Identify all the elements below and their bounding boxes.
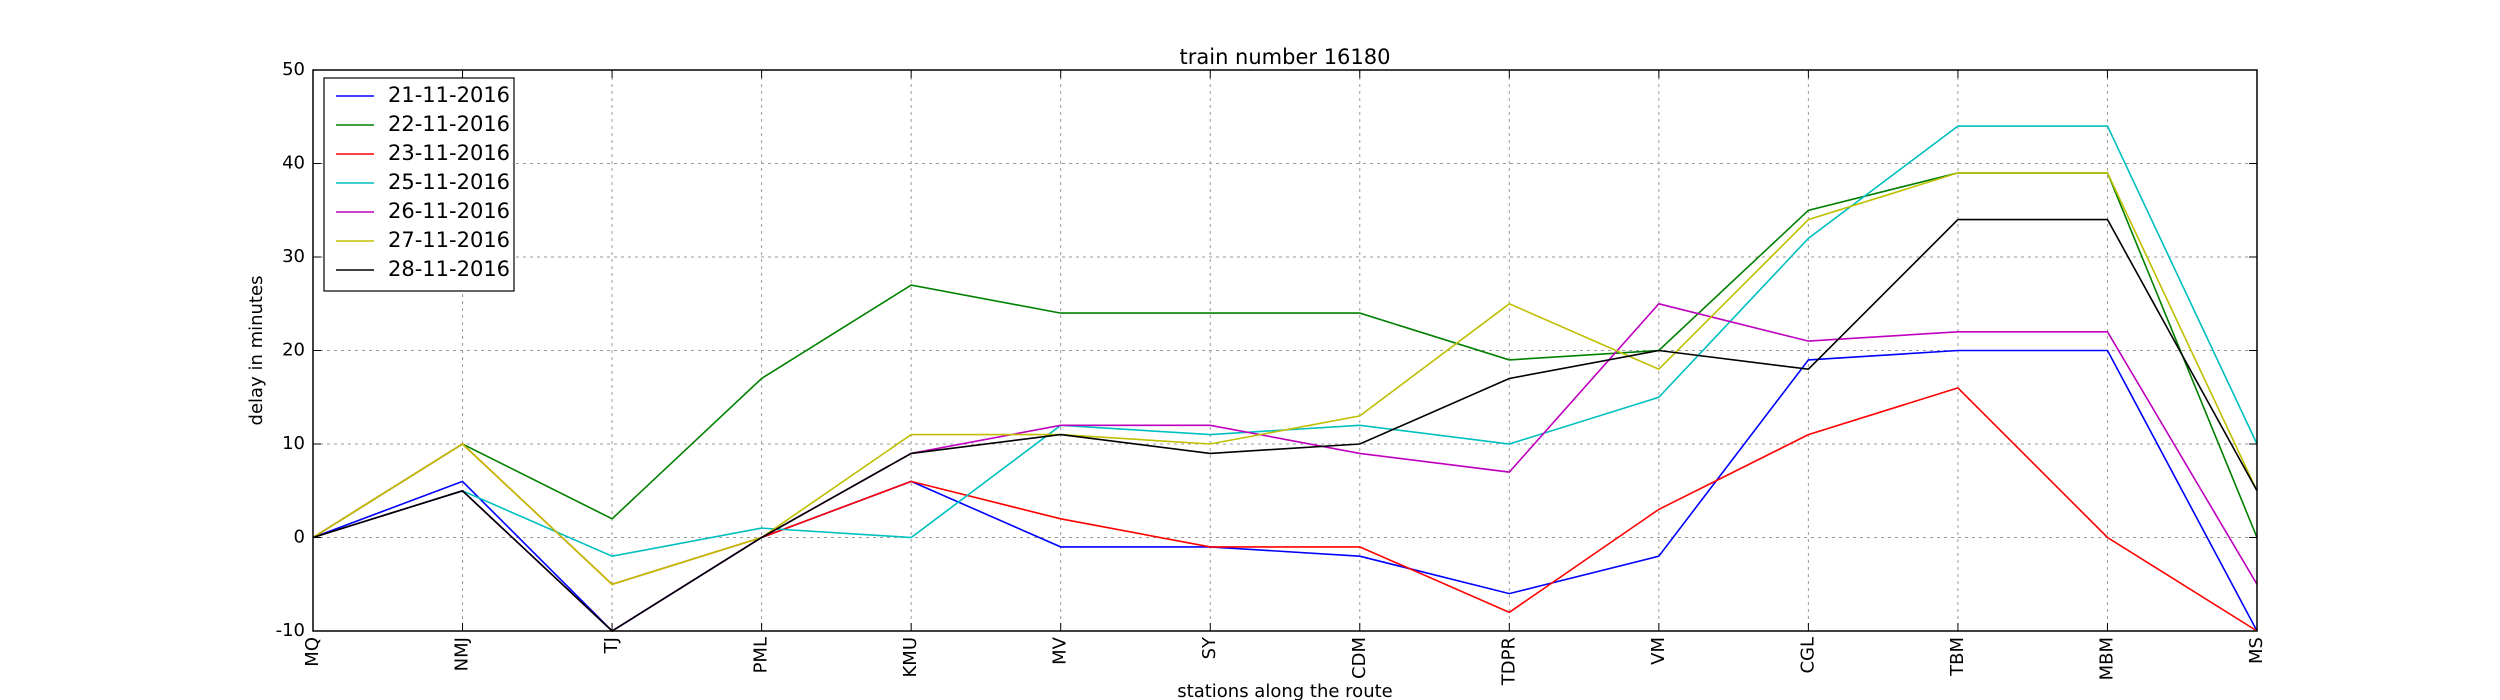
x-tick-label: CGL [1797, 637, 1818, 674]
legend-label: 26-11-2016 [388, 199, 510, 223]
y-axis-title: delay in minutes [246, 276, 267, 426]
x-tick-label: MQ [302, 637, 323, 667]
x-tick-label: TBM [1947, 637, 1968, 677]
legend-label: 25-11-2016 [388, 170, 510, 194]
x-tick-label: CDM [1349, 637, 1370, 679]
x-tick-label: PML [751, 637, 772, 673]
y-tick-label: 40 [282, 153, 305, 174]
x-axis-title: stations along the route [1177, 681, 1392, 700]
chart-title: train number 16180 [1180, 45, 1391, 69]
legend-label: 27-11-2016 [388, 228, 510, 252]
ticks: MQ NMJ TJ PML KMU MV SY CDM TDPR VM CGL TBM MBM MS -10… [276, 59, 2267, 686]
y-tick-label: 0 [294, 527, 305, 548]
grid [313, 70, 2257, 631]
x-tick-label: VM [1648, 637, 1669, 665]
y-tick-label: 10 [282, 433, 305, 454]
series-line-28-11-2016 [312, 218, 2258, 633]
series-line-26-11-2016 [312, 302, 2258, 633]
x-tick-label: TDPR [1498, 637, 1519, 686]
x-tick-label: TJ [601, 637, 622, 654]
x-tick-label: KMU [900, 637, 921, 678]
x-tick-label: MV [1050, 636, 1071, 665]
series-lines [312, 125, 2258, 633]
series-line-27-11-2016 [312, 172, 2258, 586]
y-tick-label: 20 [282, 340, 305, 361]
x-tick-label: SY [1199, 636, 1220, 659]
y-tick-label: 50 [282, 59, 305, 80]
legend-label: 22-11-2016 [388, 112, 510, 136]
y-tick-label: 30 [282, 246, 305, 267]
legend-label: 23-11-2016 [388, 141, 510, 165]
series-line-21-11-2016 [312, 349, 2258, 633]
series-line-25-11-2016 [312, 125, 2258, 558]
legend-label: 28-11-2016 [388, 257, 510, 281]
legend-box [323, 77, 515, 292]
x-tick-label: NMJ [452, 637, 473, 671]
series-line-23-11-2016 [312, 386, 2258, 632]
x-tick-label: MBM [2096, 637, 2117, 680]
legend-label: 21-11-2016 [388, 83, 510, 107]
legend: 21-11-2016 22-11-2016 23-11-2016 25-11-2016… [323, 77, 515, 292]
x-tick-label: MS [2246, 637, 2267, 664]
series-line-22-11-2016 [312, 172, 2258, 539]
y-tick-label: -10 [276, 620, 305, 641]
